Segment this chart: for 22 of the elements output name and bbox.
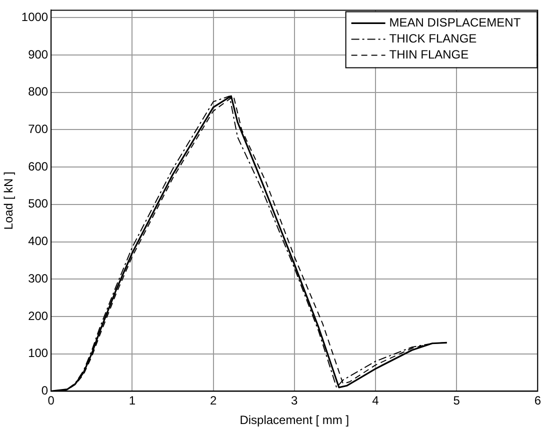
legend-label: MEAN DISPLACEMENT bbox=[389, 16, 522, 30]
y-axis-title: Load [ kN ] bbox=[2, 172, 16, 230]
y-tick-label: 200 bbox=[28, 308, 48, 323]
x-tick-label: 2 bbox=[210, 394, 217, 408]
y-tick-label: 1000 bbox=[21, 10, 48, 24]
x-tick-label: 3 bbox=[291, 394, 298, 408]
x-tick-label: 5 bbox=[453, 394, 460, 408]
y-tick-label: 0 bbox=[41, 384, 48, 398]
x-axis-title: Displacement [ mm ] bbox=[240, 413, 350, 428]
y-tick-label: 800 bbox=[28, 84, 48, 99]
x-tick-label: 6 bbox=[534, 394, 542, 408]
y-tick-label: 100 bbox=[28, 346, 48, 360]
y-tick-label: 900 bbox=[28, 47, 48, 62]
y-tick-label: 500 bbox=[28, 196, 48, 211]
legend-label: THICK FLANGE bbox=[389, 32, 477, 46]
y-tick-label: 600 bbox=[28, 159, 48, 174]
x-tick-label: 4 bbox=[372, 394, 380, 408]
y-tick-label: 700 bbox=[28, 122, 48, 136]
legend-label: THIN FLANGE bbox=[389, 48, 469, 62]
y-tick-label: 400 bbox=[28, 234, 48, 248]
y-tick-label: 300 bbox=[28, 271, 48, 286]
x-tick-label: 1 bbox=[128, 394, 136, 408]
